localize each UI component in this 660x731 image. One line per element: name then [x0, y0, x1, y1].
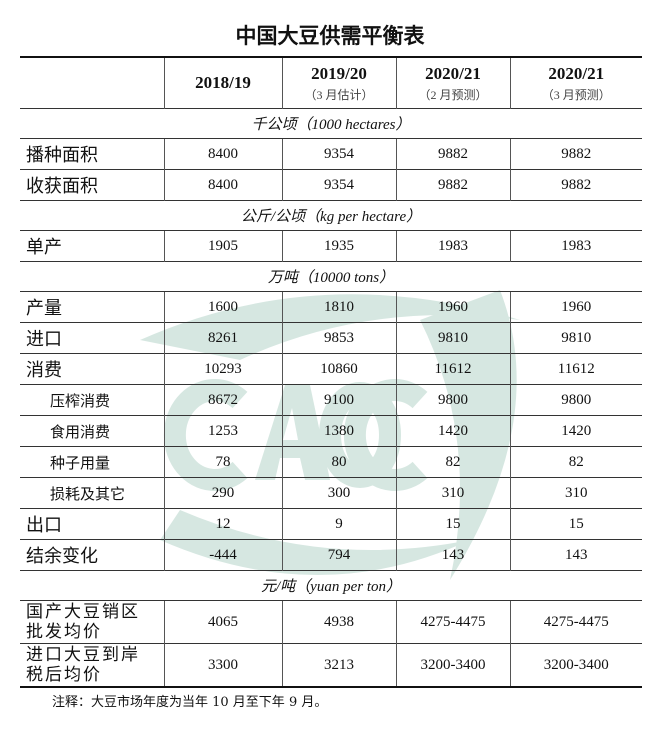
cell-value: 1600 [163, 291, 282, 323]
row-label: 国产大豆销区 批发均价 [20, 600, 164, 644]
cell-value: 11612 [509, 353, 642, 385]
row-label: 收获面积 [20, 169, 164, 201]
row-label: 结余变化 [20, 539, 164, 571]
cell-value: 9882 [395, 138, 510, 170]
row-label: 种子用量 [20, 446, 164, 478]
cell-value: 80 [281, 446, 396, 478]
row-label: 食用消费 [20, 415, 164, 447]
cell-value: 9853 [281, 322, 396, 354]
cell-value: 9354 [281, 169, 396, 201]
table-row: 消费 10293 10860 11612 11612 [20, 353, 642, 385]
cell-value: 8400 [163, 138, 282, 170]
cell-value: 1983 [395, 230, 510, 262]
cell-value: 9882 [395, 169, 510, 201]
row-label: 出口 [20, 508, 164, 540]
row-label: 损耗及其它 [20, 477, 164, 509]
cell-value: 12 [163, 508, 282, 540]
cell-value: 3213 [281, 643, 396, 688]
row-label: 播种面积 [20, 138, 164, 170]
header-col: 2018/19 [163, 56, 282, 109]
table-row: 单产 1905 1935 1983 1983 [20, 230, 642, 262]
cell-value: 143 [509, 539, 642, 571]
table-row: 收获面积 8400 9354 9882 9882 [20, 169, 642, 201]
footnote: 注释：大豆市场年度为当年 10 月至下年 9 月。 [52, 695, 328, 710]
header-row: 2018/19 2019/20 （3 月估计） 2020/21 （2 月预测） 20… [20, 56, 642, 109]
cell-value: 11612 [395, 353, 510, 385]
cell-value: 9810 [395, 322, 510, 354]
unit-row: 万吨（10000 tons） [20, 261, 642, 292]
cell-value: 1380 [281, 415, 396, 447]
unit-row: 元/吨（yuan per ton） [20, 570, 642, 601]
cell-value: 1810 [281, 291, 396, 323]
cell-value: 82 [509, 446, 642, 478]
cell-value: 9882 [509, 169, 642, 201]
cell-value: 310 [395, 477, 510, 509]
cell-value: 10293 [163, 353, 282, 385]
header-col: 2020/21 （2 月预测） [395, 56, 510, 109]
cell-value: 3300 [163, 643, 282, 688]
header-col: 2020/21 （3 月预测） [509, 56, 642, 109]
cell-value: 1935 [281, 230, 396, 262]
cell-value: 290 [163, 477, 282, 509]
cell-value: 78 [163, 446, 282, 478]
cell-value: 82 [395, 446, 510, 478]
cell-value: 1420 [509, 415, 642, 447]
cell-value: 4938 [281, 600, 396, 644]
table-row: 进口 8261 9853 9810 9810 [20, 322, 642, 354]
cell-value: 1960 [395, 291, 510, 323]
row-label: 单产 [20, 230, 164, 262]
row-label: 产量 [20, 291, 164, 323]
cell-value: 3200-3400 [395, 643, 510, 688]
cell-value: 1983 [509, 230, 642, 262]
cell-value: 1960 [509, 291, 642, 323]
cell-value: 1905 [163, 230, 282, 262]
cell-value: 9354 [281, 138, 396, 170]
cell-value: 9800 [395, 384, 510, 416]
cell-value: 794 [281, 539, 396, 571]
table-row: 压榨消费 8672 9100 9800 9800 [20, 384, 642, 416]
cell-value: 9810 [509, 322, 642, 354]
unit-row: 千公顷（1000 hectares） [20, 108, 642, 139]
cell-value: 3200-3400 [509, 643, 642, 688]
table-row: 播种面积 8400 9354 9882 9882 [20, 138, 642, 170]
table-row: 进口大豆到岸 税后均价 3300 3213 3200-3400 3200-3400 [20, 643, 642, 688]
row-label: 消费 [20, 353, 164, 385]
cell-value: 9 [281, 508, 396, 540]
cell-value: 10860 [281, 353, 396, 385]
table-row: 损耗及其它 290 300 310 310 [20, 477, 642, 509]
cell-value: 9882 [509, 138, 642, 170]
unit-row: 公斤/公顷（kg per hectare） [20, 200, 642, 231]
row-label: 进口大豆到岸 税后均价 [20, 643, 164, 688]
cell-value: 143 [395, 539, 510, 571]
cell-value: 9800 [509, 384, 642, 416]
soybean-balance-table: 2018/19 2019/20 （3 月估计） 2020/21 （2 月预测） 20… [20, 56, 642, 688]
table-title: 中国大豆供需平衡表 [235, 24, 425, 48]
table-row: 结余变化 -444 794 143 143 [20, 539, 642, 571]
table-row: 出口 12 9 15 15 [20, 508, 642, 540]
header-blank [20, 56, 164, 109]
cell-value: 15 [509, 508, 642, 540]
cell-value: 8672 [163, 384, 282, 416]
cell-value: 9100 [281, 384, 396, 416]
cell-value: 4275-4475 [509, 600, 642, 644]
header-col: 2019/20 （3 月估计） [281, 56, 396, 109]
cell-value: 4275-4475 [395, 600, 510, 644]
table-row: 食用消费 1253 1380 1420 1420 [20, 415, 642, 447]
cell-value: 8400 [163, 169, 282, 201]
table-row: 种子用量 78 80 82 82 [20, 446, 642, 478]
cell-value: 1420 [395, 415, 510, 447]
row-label: 进口 [20, 322, 164, 354]
cell-value: 300 [281, 477, 396, 509]
row-label: 压榨消费 [20, 384, 164, 416]
cell-value: 15 [395, 508, 510, 540]
cell-value: 8261 [163, 322, 282, 354]
cell-value: 1253 [163, 415, 282, 447]
cell-value: -444 [163, 539, 282, 571]
cell-value: 4065 [163, 600, 282, 644]
table-row: 产量 1600 1810 1960 1960 [20, 291, 642, 323]
cell-value: 310 [509, 477, 642, 509]
table-row: 国产大豆销区 批发均价 4065 4938 4275-4475 4275-4475 [20, 600, 642, 644]
